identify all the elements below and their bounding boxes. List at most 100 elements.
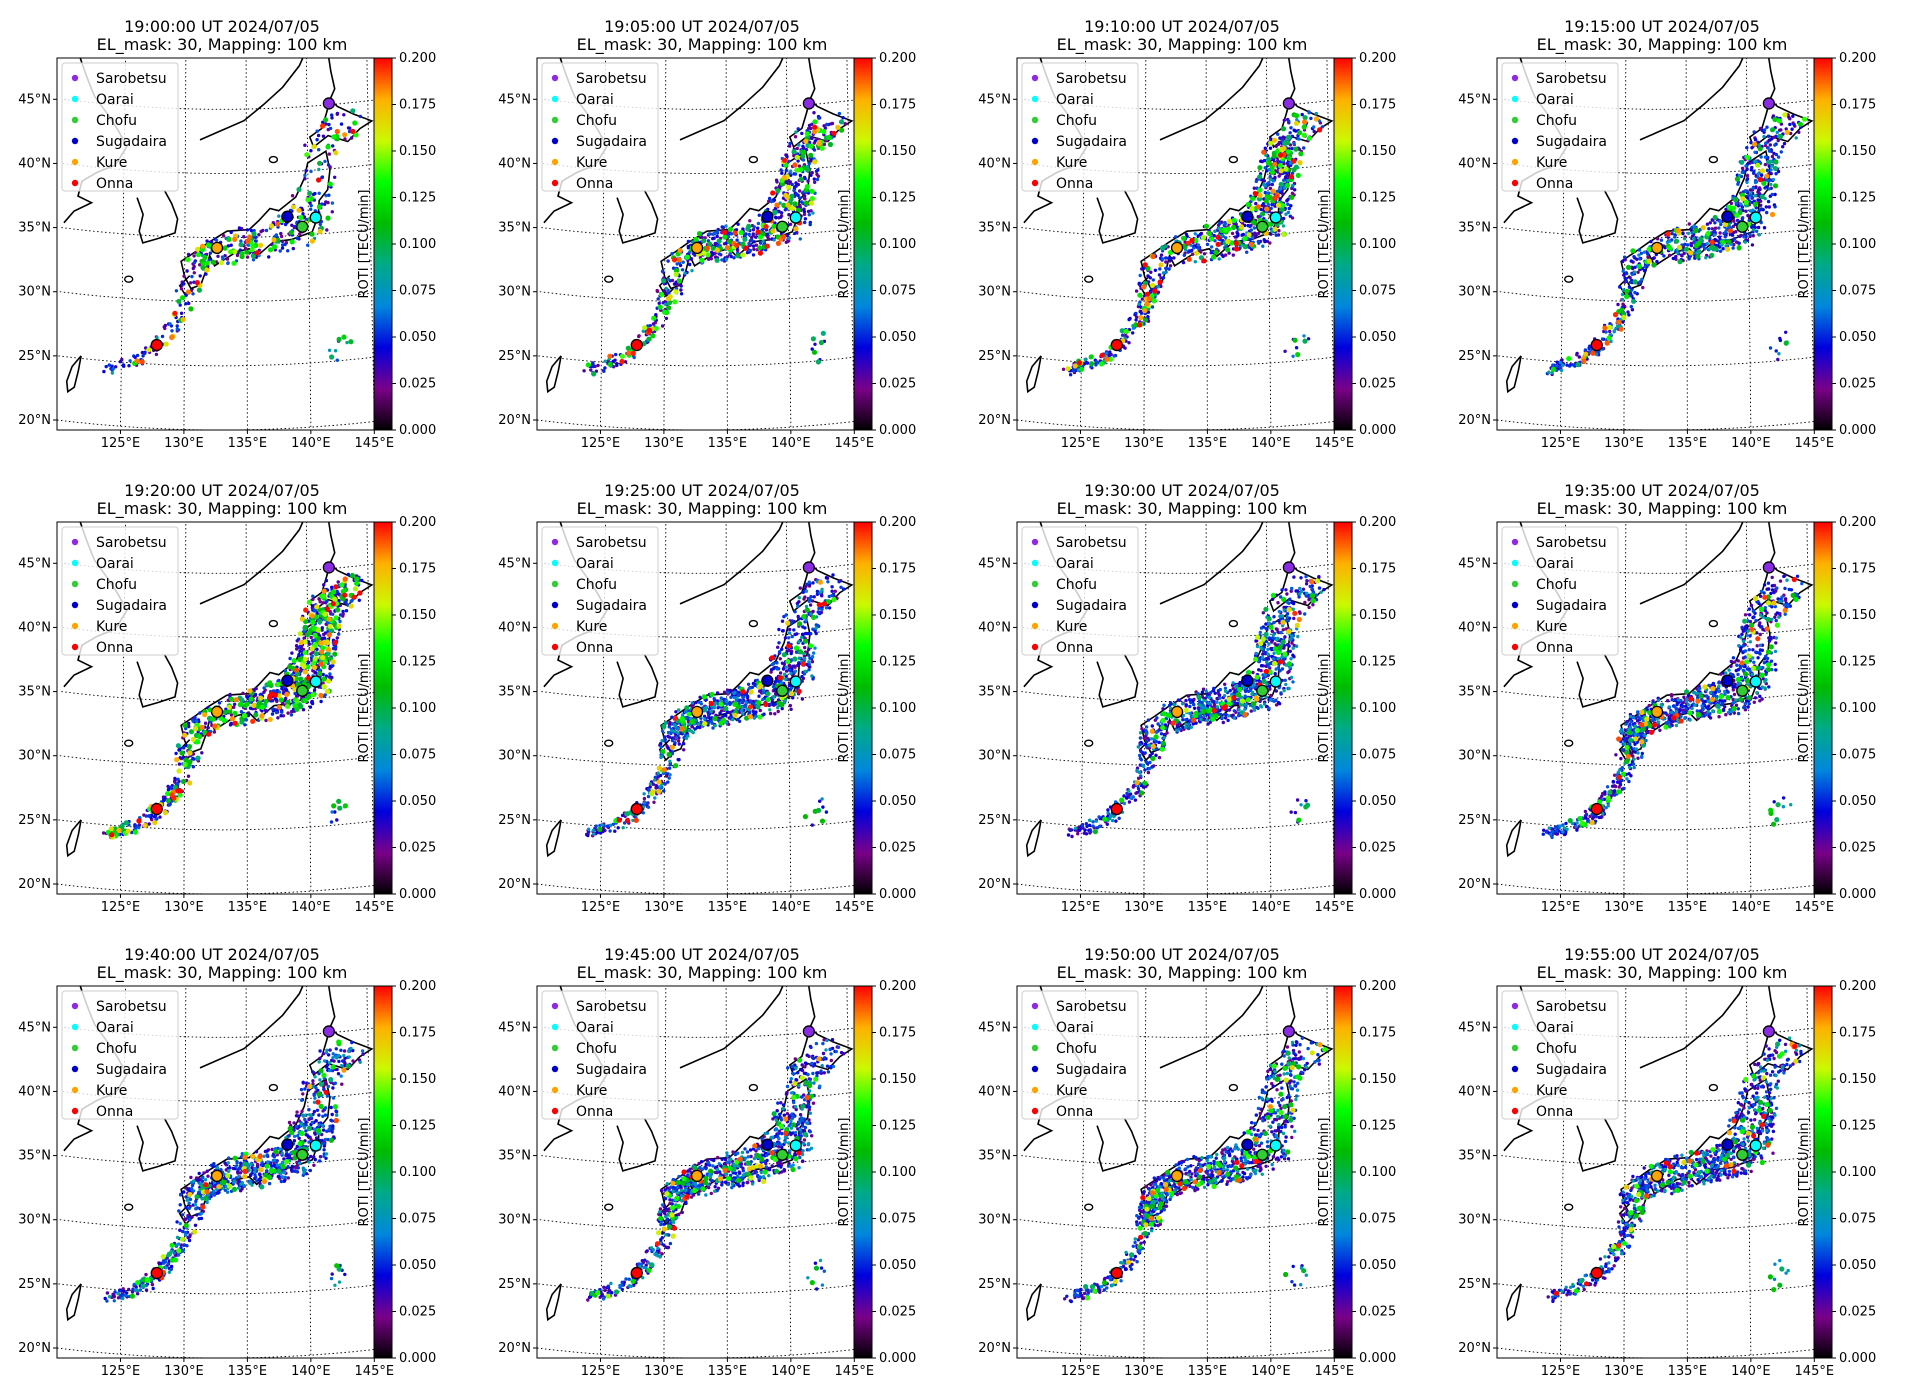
legend-marker xyxy=(1031,179,1039,187)
roti-point xyxy=(1651,262,1657,268)
roti-point xyxy=(1692,237,1696,241)
roti-point xyxy=(180,316,186,323)
roti-point xyxy=(179,750,185,756)
lon-tick-label: 140°E xyxy=(291,436,331,451)
roti-point xyxy=(1159,276,1163,280)
roti-point xyxy=(182,282,186,286)
roti-point xyxy=(329,354,335,360)
legend-box xyxy=(541,62,659,192)
roti-point xyxy=(1229,240,1235,246)
roti-point xyxy=(1764,141,1768,145)
roti-point xyxy=(811,677,815,681)
roti-point xyxy=(354,580,360,586)
roti-point xyxy=(666,780,670,784)
roti-point xyxy=(305,675,312,681)
roti-point xyxy=(1079,366,1085,372)
roti-point xyxy=(585,362,591,368)
roti-point xyxy=(345,340,349,345)
roti-point xyxy=(313,614,319,620)
legend-marker xyxy=(71,116,79,124)
roti-point xyxy=(232,236,238,242)
roti-point xyxy=(1700,225,1706,231)
roti-point xyxy=(1757,177,1763,183)
roti-point xyxy=(1223,227,1229,233)
roti-point xyxy=(615,363,619,368)
roti-point xyxy=(1759,168,1766,174)
roti-point xyxy=(1558,365,1562,369)
roti-point xyxy=(288,230,294,236)
roti-point xyxy=(298,232,302,236)
roti-point xyxy=(239,710,244,714)
roti-point xyxy=(184,302,188,306)
roti-point xyxy=(132,829,139,835)
roti-point xyxy=(146,347,152,353)
roti-point xyxy=(1085,361,1090,365)
roti-point xyxy=(325,228,329,232)
roti-point xyxy=(839,585,843,589)
roti-point xyxy=(1272,195,1278,201)
roti-point xyxy=(142,822,148,829)
roti-point xyxy=(321,672,325,677)
roti-point xyxy=(1577,355,1581,359)
colorbar-label: ROTI [TECU/min] xyxy=(837,190,852,299)
roti-point xyxy=(1119,328,1125,334)
legend-marker xyxy=(71,622,79,630)
roti-point xyxy=(817,116,821,120)
lat-tick-label: 20°N xyxy=(18,877,51,892)
roti-point xyxy=(1278,152,1284,158)
roti-point xyxy=(336,592,341,596)
roti-point xyxy=(661,278,667,284)
roti-point xyxy=(1145,265,1151,271)
station-marker xyxy=(1650,241,1664,254)
roti-point xyxy=(797,600,801,604)
legend-marker xyxy=(1511,116,1519,124)
roti-point xyxy=(1144,301,1150,307)
roti-point xyxy=(182,762,188,768)
colorbar-tick-label: 0.200 xyxy=(1359,51,1396,66)
roti-point xyxy=(310,699,314,704)
legend-label: Kure xyxy=(1536,155,1567,171)
roti-point xyxy=(333,150,339,156)
roti-point xyxy=(1651,256,1655,261)
roti-point xyxy=(336,798,342,804)
coastline xyxy=(807,522,816,564)
roti-point xyxy=(751,244,756,248)
roti-point xyxy=(803,138,809,144)
roti-point xyxy=(748,219,752,223)
roti-point xyxy=(1277,163,1283,169)
roti-point xyxy=(301,630,306,634)
roti-point xyxy=(751,228,756,232)
roti-point xyxy=(329,820,334,824)
roti-point xyxy=(1759,173,1764,177)
roti-point xyxy=(1769,168,1773,172)
roti-point xyxy=(1301,132,1307,138)
roti-point xyxy=(1224,253,1228,257)
roti-point xyxy=(1257,192,1263,198)
legend-label: Oarai xyxy=(1056,92,1094,108)
roti-point xyxy=(1623,276,1627,280)
roti-point xyxy=(264,718,268,723)
roti-point xyxy=(321,601,325,605)
roti-point xyxy=(1272,226,1278,232)
roti-point xyxy=(1139,311,1144,315)
roti-point xyxy=(229,713,234,717)
roti-point xyxy=(268,247,274,253)
roti-point xyxy=(304,169,308,173)
roti-point xyxy=(716,238,722,244)
roti-point xyxy=(261,228,265,233)
legend-label: Oarai xyxy=(96,556,134,572)
roti-point xyxy=(1222,223,1226,227)
coastline xyxy=(545,355,562,394)
roti-point xyxy=(1624,271,1629,276)
roti-point xyxy=(1306,135,1312,141)
roti-point xyxy=(297,631,303,637)
roti-point xyxy=(1547,370,1551,374)
roti-point xyxy=(664,286,668,291)
roti-point xyxy=(793,226,799,232)
roti-point xyxy=(330,810,334,814)
roti-point xyxy=(152,820,158,826)
roti-point xyxy=(1681,248,1685,252)
legend-label: Sarobetsu xyxy=(96,535,167,551)
roti-point xyxy=(341,334,347,340)
legend-label: Chofu xyxy=(1056,113,1097,129)
